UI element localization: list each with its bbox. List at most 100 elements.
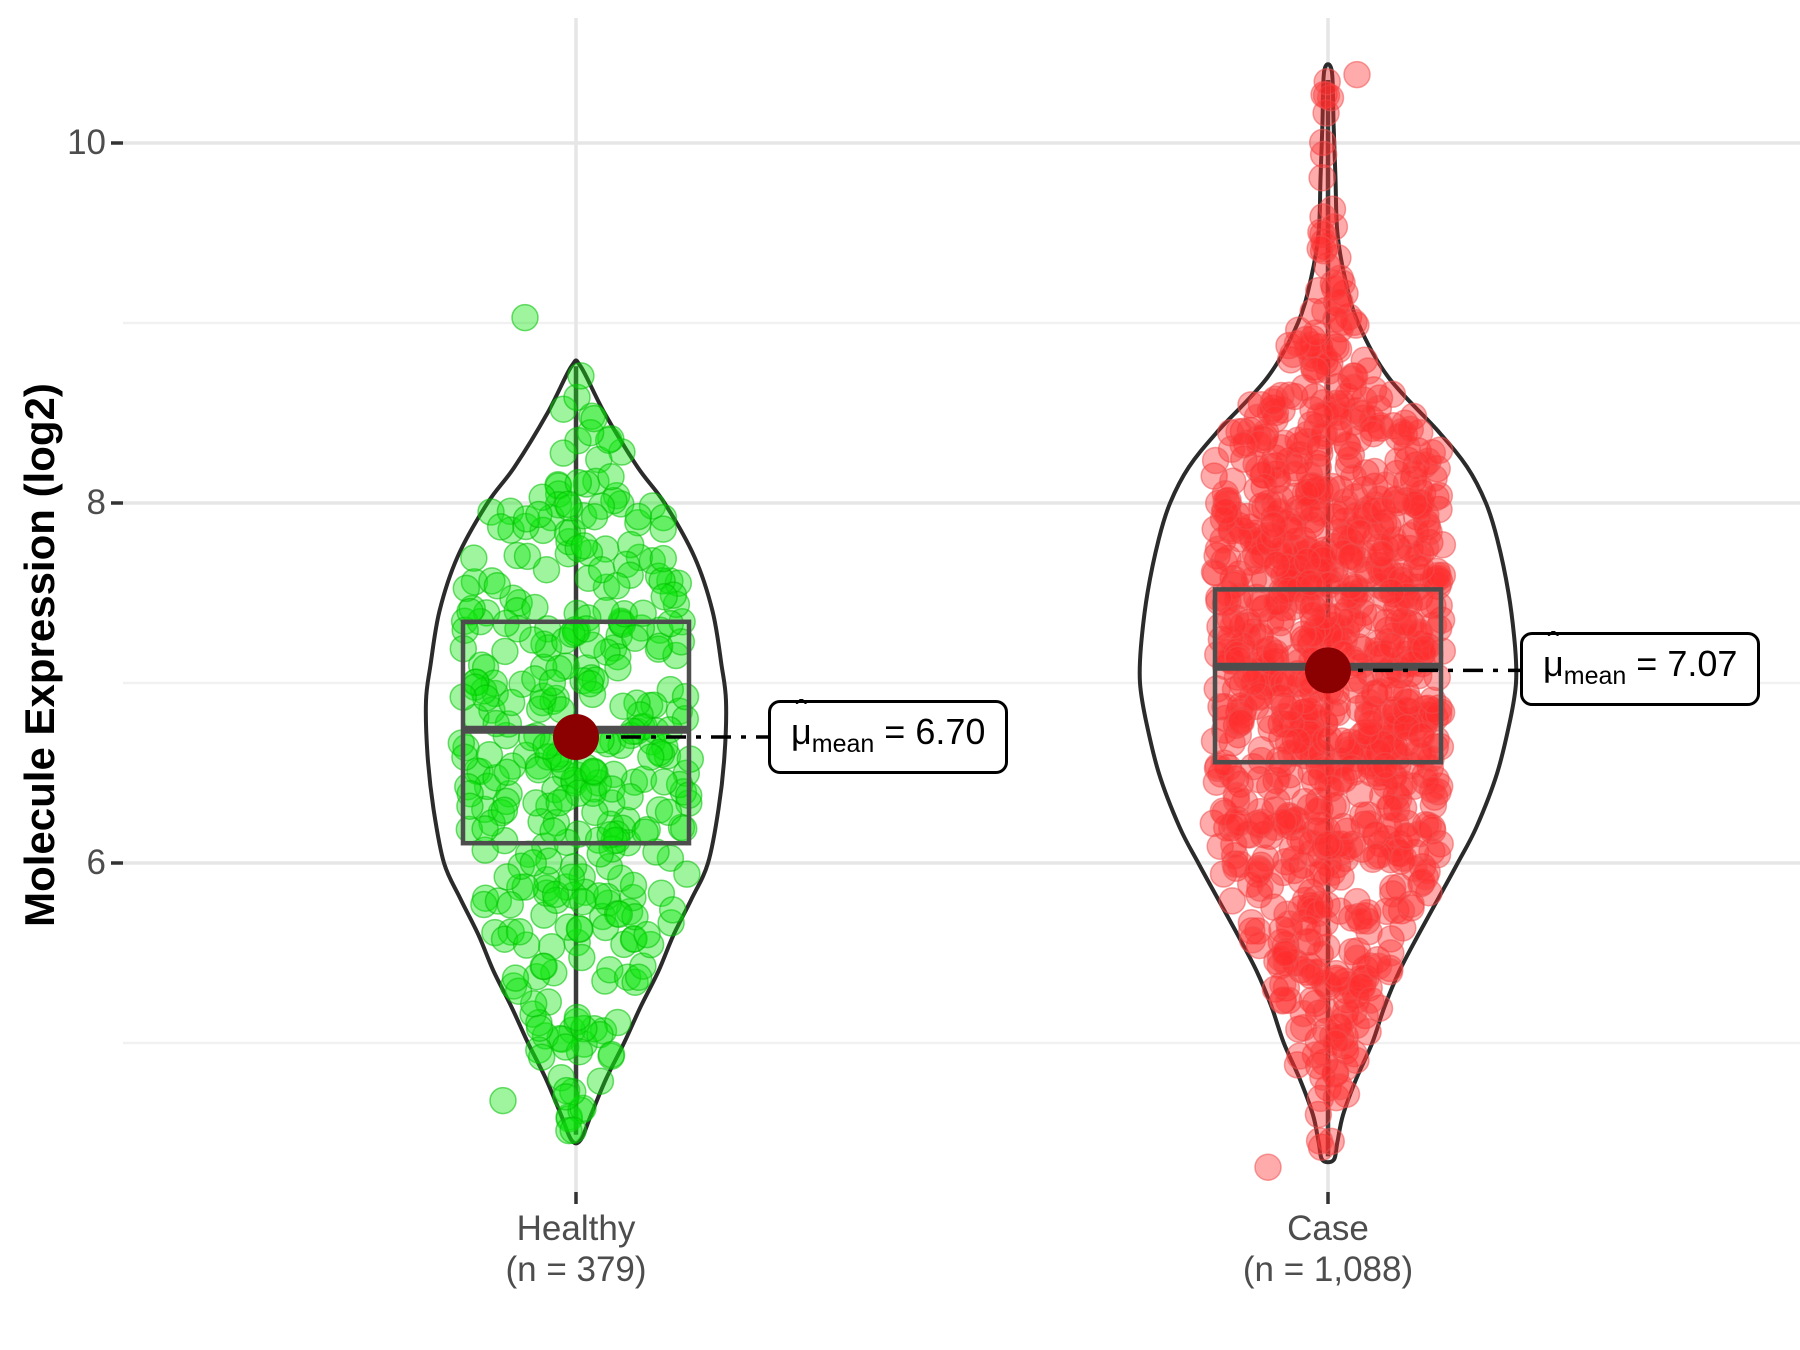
- data-point: [1325, 1072, 1354, 1101]
- data-point: [1305, 433, 1334, 462]
- data-point: [1298, 986, 1326, 1014]
- data-point: [478, 567, 506, 595]
- data-point: [1369, 729, 1397, 758]
- data-point: [1387, 566, 1415, 594]
- data-point: [1227, 708, 1255, 736]
- data-point: [1325, 1012, 1354, 1041]
- data-point: [491, 637, 519, 666]
- data-point: [624, 502, 653, 531]
- data-point: [1408, 722, 1436, 750]
- data-point: [1248, 808, 1276, 836]
- data-point: [1393, 730, 1421, 758]
- data-point: [1356, 952, 1384, 980]
- data-point: [1345, 780, 1374, 808]
- data-point: [1322, 1083, 1351, 1112]
- data-point: [490, 796, 519, 825]
- data-point: [1246, 856, 1274, 885]
- data-point: [1294, 495, 1322, 523]
- data-point: [1309, 140, 1338, 169]
- data-point: [551, 1033, 580, 1061]
- data-point: [649, 544, 678, 573]
- data-point: [1342, 1046, 1370, 1074]
- data-point: [483, 572, 512, 600]
- data-point: [475, 741, 504, 769]
- data-point: [472, 684, 500, 712]
- data-point: [1280, 856, 1308, 885]
- data-point: [1281, 459, 1309, 488]
- data-point: [647, 740, 676, 769]
- data-point: [1246, 797, 1275, 826]
- data-point: [1283, 1051, 1312, 1079]
- data-point: [1286, 1042, 1314, 1070]
- data-point: [1275, 916, 1304, 945]
- data-point: [1364, 738, 1393, 766]
- data-point: [1218, 887, 1247, 915]
- data-point: [1268, 603, 1296, 632]
- data-point: [1413, 590, 1442, 618]
- x-label-healthy: Healthy (n = 379): [366, 1208, 786, 1290]
- mean-value-healthy: 6.70: [915, 711, 986, 752]
- data-point: [621, 968, 649, 997]
- data-point: [567, 362, 595, 390]
- data-point: [1336, 543, 1365, 571]
- data-point: [1404, 542, 1432, 571]
- data-point: [1305, 1127, 1334, 1155]
- data-point: [558, 517, 586, 546]
- data-point: [1271, 939, 1299, 968]
- data-point: [1334, 381, 1362, 410]
- violin-case: [1137, 62, 1519, 1165]
- data-point: [493, 863, 521, 891]
- data-point: [1269, 858, 1297, 887]
- data-point: [1413, 857, 1441, 886]
- data-point: [570, 532, 599, 560]
- data-point: [604, 654, 632, 682]
- data-point: [645, 796, 674, 824]
- data-point: [596, 956, 624, 984]
- data-point: [1350, 346, 1379, 374]
- data-point: [1278, 834, 1307, 863]
- mean-annotation-healthy: ˆ μmean = 6.70: [768, 694, 1009, 775]
- data-point: [580, 502, 609, 531]
- data-point: [545, 654, 573, 683]
- hat-symbol: ˆ: [1547, 626, 1560, 664]
- data-point: [1302, 356, 1330, 385]
- data-point: [1306, 234, 1334, 263]
- data-point: [1422, 765, 1450, 794]
- data-point: [1211, 716, 1239, 744]
- data-point: [1289, 620, 1317, 648]
- data-point: [609, 692, 637, 720]
- data-point: [524, 756, 553, 784]
- mean-dot-healthy: [553, 714, 599, 760]
- data-point: [1317, 774, 1345, 803]
- y-tick-label-6: 6: [86, 843, 106, 882]
- data-point: [568, 943, 596, 972]
- data-point: [624, 963, 653, 992]
- data-point: [671, 682, 700, 711]
- data-point: [1379, 525, 1408, 553]
- data-point: [1346, 906, 1375, 935]
- data-point: [621, 624, 649, 653]
- data-point: [529, 516, 557, 545]
- data-point: [539, 817, 567, 845]
- data-point: [1224, 809, 1253, 838]
- data-point: [1222, 781, 1251, 810]
- data-point: [650, 583, 678, 611]
- data-point: [532, 555, 561, 584]
- data-point: [1356, 723, 1384, 752]
- data-point: [673, 860, 701, 888]
- data-point: [649, 503, 678, 532]
- data-point: [1306, 401, 1334, 430]
- data-point: [1365, 677, 1393, 706]
- data-point: [1364, 952, 1393, 981]
- data-point: [552, 1076, 581, 1105]
- data-point: [1259, 388, 1288, 416]
- data-point: [530, 952, 558, 981]
- x-label-healthy-name: Healthy: [516, 1209, 636, 1248]
- data-point: [593, 638, 621, 666]
- data-point: [557, 863, 586, 891]
- data-point: [565, 915, 594, 943]
